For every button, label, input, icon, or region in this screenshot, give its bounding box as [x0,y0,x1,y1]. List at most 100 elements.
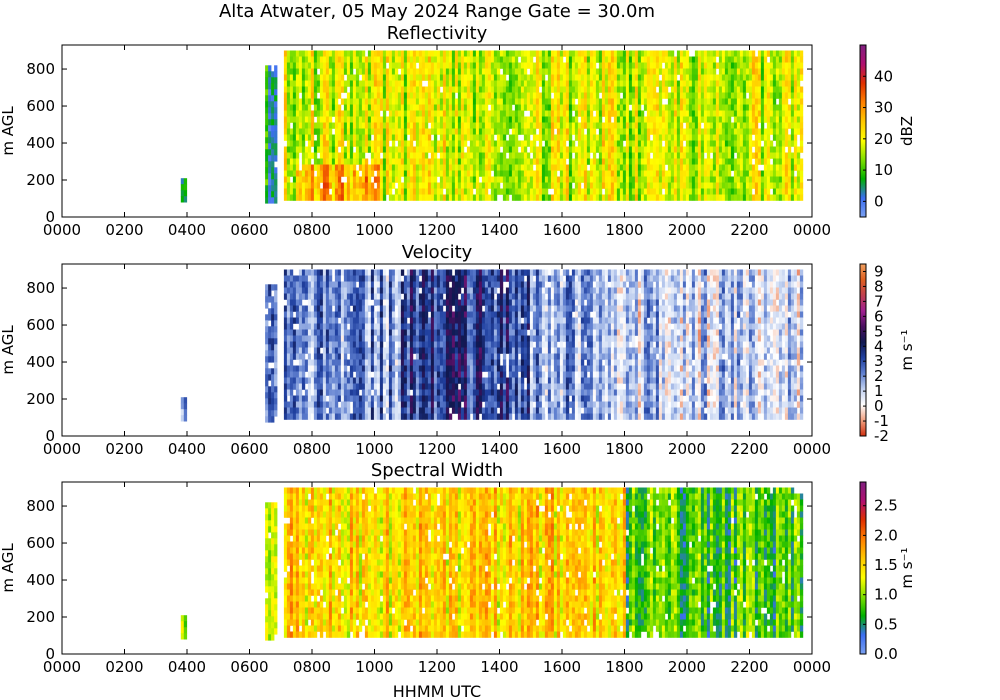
heatmap-cell [391,56,396,63]
heatmap-cell [721,74,726,81]
heatmap-cell [451,110,456,117]
heatmap-cell [649,80,654,87]
heatmap-cell [796,110,801,117]
heatmap-cell [310,110,315,117]
heatmap-cell [439,98,444,105]
heatmap-cell [328,371,333,378]
heatmap-cell [403,80,408,87]
heatmap-cell [583,62,588,69]
heatmap-cell [289,341,294,348]
heatmap-cell [775,134,780,141]
heatmap-cell [502,194,507,201]
heatmap-cell [718,128,723,135]
heatmap-cell [727,62,732,69]
heatmap-cell [340,413,345,420]
heatmap-cell [337,92,342,99]
heatmap-cell [526,92,531,99]
heatmap-cell [316,182,321,189]
heatmap-cell [622,92,627,99]
heatmap-cell [553,74,558,81]
heatmap-cell [481,86,486,93]
heatmap-cell [586,86,591,93]
heatmap-cell [637,164,642,171]
heatmap-cell [643,134,648,141]
heatmap-cell [325,371,330,378]
heatmap-cell [673,152,678,159]
heatmap-cell [541,134,546,141]
heatmap-cell [607,134,612,141]
heatmap-cell [271,179,275,186]
heatmap-cell [451,50,456,57]
heatmap-cell [523,146,528,153]
heatmap-cell [271,344,275,351]
heatmap-cell [295,98,300,105]
heatmap-cell [652,176,657,183]
heatmap-cell [673,128,678,135]
heatmap-cell [757,68,762,75]
heatmap-cell [274,89,278,96]
heatmap-cell [355,176,360,183]
heatmap-cell [307,74,312,81]
heatmap-cell [601,56,606,63]
heatmap-cell [499,188,504,195]
heatmap-cell [574,68,579,75]
heatmap-cell [790,182,795,189]
heatmap-cell [706,56,711,63]
heatmap-cell [715,194,720,201]
heatmap-cell [682,62,687,69]
heatmap-cell [292,98,297,105]
heatmap-cell [352,311,357,318]
heatmap-cell [271,113,275,120]
heatmap-cell [541,176,546,183]
heatmap-cell [430,50,435,57]
heatmap-cell [271,380,275,387]
heatmap-cell [682,176,687,183]
heatmap-cell [790,86,795,93]
heatmap-cell [598,104,603,111]
heatmap-cell [472,158,477,165]
heatmap-cell [586,74,591,81]
heatmap-cell [370,98,375,105]
heatmap-cell [463,74,468,81]
heatmap-cell [775,68,780,75]
heatmap-cell [463,176,468,183]
heatmap-cell [439,134,444,141]
heatmap-cell [760,158,765,165]
heatmap-cell [415,104,420,111]
heatmap-cell [487,194,492,201]
heatmap-cell [343,116,348,123]
heatmap-cell [766,62,771,69]
heatmap-cell [691,164,696,171]
heatmap-cell [424,146,429,153]
heatmap-cell [391,68,396,75]
heatmap-cell [343,287,348,294]
heatmap-cell [592,62,597,69]
heatmap-cell [742,170,747,177]
heatmap-cell [301,122,306,129]
heatmap-cell [478,86,483,93]
heatmap-cell [319,86,324,93]
heatmap-cell [508,98,513,105]
heatmap-cell [673,164,678,171]
heatmap-cell [724,74,729,81]
heatmap-cell [487,170,492,177]
heatmap-cell [397,152,402,159]
heatmap-cell [283,80,288,87]
heatmap-cell [427,110,432,117]
heatmap-cell [400,104,405,111]
heatmap-cell [445,164,450,171]
heatmap-cell [340,134,345,141]
heatmap-cell [694,98,699,105]
heatmap-cell [598,152,603,159]
heatmap-cell [346,377,351,384]
heatmap-cell [664,62,669,69]
heatmap-cell [700,86,705,93]
heatmap-cell [748,56,753,63]
heatmap-cell [733,188,738,195]
heatmap-cell [739,110,744,117]
heatmap-cell [445,110,450,117]
heatmap-cell [664,152,669,159]
heatmap-cell [544,80,549,87]
heatmap-cell [610,86,615,93]
heatmap-cell [475,182,480,189]
